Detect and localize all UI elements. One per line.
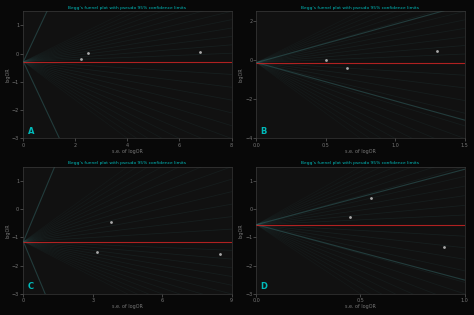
Text: C: C: [27, 282, 34, 291]
X-axis label: s.e. of logOR: s.e. of logOR: [112, 304, 143, 309]
Title: Begg's funnel plot with pseudo 95% confidence limits: Begg's funnel plot with pseudo 95% confi…: [68, 6, 186, 9]
Text: B: B: [261, 127, 267, 136]
X-axis label: s.e. of logOR: s.e. of logOR: [112, 149, 143, 154]
Text: D: D: [261, 282, 268, 291]
Text: A: A: [27, 127, 34, 136]
X-axis label: s.e. of logOR: s.e. of logOR: [345, 304, 376, 309]
Title: Begg's funnel plot with pseudo 95% confidence limits: Begg's funnel plot with pseudo 95% confi…: [301, 161, 419, 165]
Y-axis label: logOR: logOR: [238, 223, 244, 238]
Title: Begg's funnel plot with pseudo 95% confidence limits: Begg's funnel plot with pseudo 95% confi…: [301, 6, 419, 9]
Title: Begg's funnel plot with pseudo 95% confidence limits: Begg's funnel plot with pseudo 95% confi…: [68, 161, 186, 165]
Y-axis label: logOR: logOR: [6, 223, 10, 238]
Y-axis label: logOR: logOR: [238, 68, 244, 82]
Y-axis label: logOR: logOR: [6, 68, 10, 82]
X-axis label: s.e. of logOR: s.e. of logOR: [345, 149, 376, 154]
